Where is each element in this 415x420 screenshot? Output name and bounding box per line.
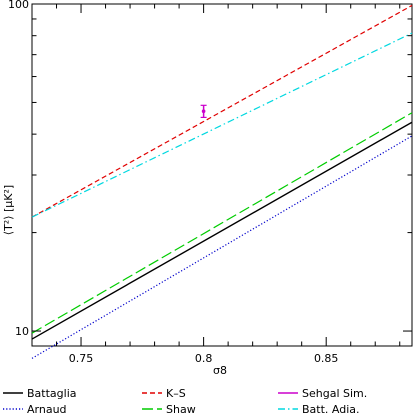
legend-label: Batt. Adia. [302,403,360,416]
legend-label: K–S [166,387,186,400]
legend-entry-k-s: K–S [142,387,186,400]
series-line-k-s [31,4,413,218]
legend-entry-arnaud: Arnaud [3,403,67,416]
y-axis-label: ⟨T²⟩ [μK²] [2,185,15,235]
x-tick-label: 0.85 [314,352,339,365]
legend-label: Battaglia [27,387,77,400]
x-tick-label: 0.8 [195,352,213,365]
y-tick-label: 10 [15,325,29,338]
legend-entry-batt-adia-: Batt. Adia. [278,403,360,416]
legend: Battaglia Arnaud K–S Shaw Sehgal Sim. Batt. A… [3,387,367,416]
series-line-arnaud [31,135,413,359]
legend-label: Shaw [166,403,196,416]
legend-entry-shaw: Shaw [142,403,196,416]
sehgal-sim-point [200,104,207,119]
plot-frame [31,3,413,347]
y-tick-label: 100 [8,0,29,11]
legend-entry-sehgal-sim-: Sehgal Sim. [278,387,367,400]
legend-entry-battaglia: Battaglia [3,387,77,400]
x-axis-label: σ8 [213,364,227,377]
series-line-batt-adia- [31,32,413,218]
x-tick-label: 0.75 [69,352,94,365]
legend-label: Arnaud [27,403,67,416]
series-line-shaw [31,112,413,334]
legend-label: Sehgal Sim. [302,387,367,400]
series-line-battaglia [31,121,413,340]
